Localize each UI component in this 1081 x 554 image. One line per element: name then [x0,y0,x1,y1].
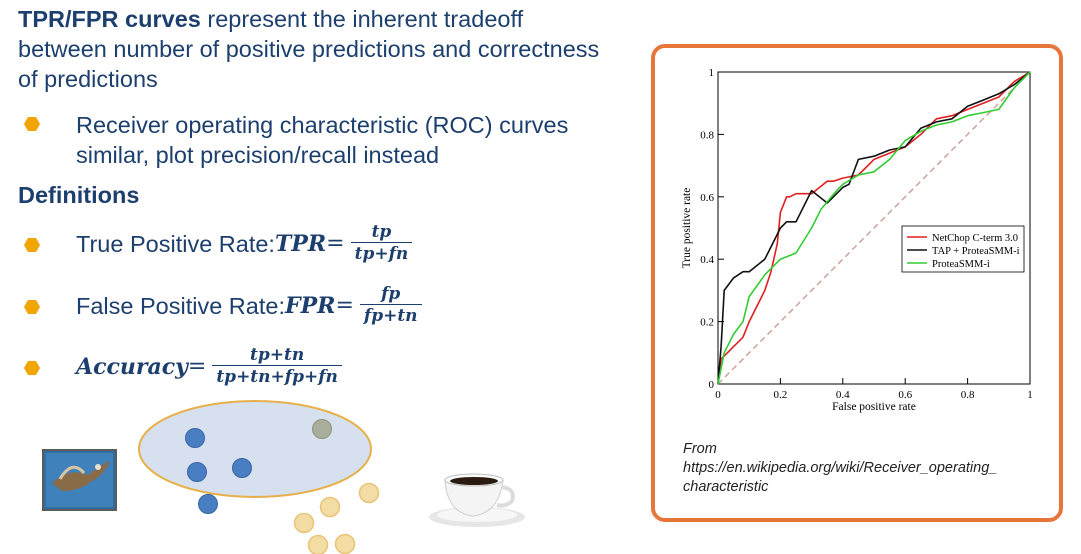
series-line-1 [717,71,1031,385]
y-tick-label: 0.8 [700,129,714,141]
prediction-illustration [42,400,525,554]
accuracy-symbol: Accuracy [76,353,188,380]
y-tick-label: 1 [709,67,715,79]
y-axis-label: True positive rate [681,188,693,269]
accuracy-equals: = [187,353,207,379]
accuracy-denominator: tp+tn+fp+fn [216,367,338,387]
y-tick-label: 0.2 [700,317,714,329]
x-tick-label: 0 [715,389,721,401]
y-tick-label: 0.6 [700,192,714,204]
series-line-2 [717,71,1031,385]
intro-rest: represent the inherent tradeoff between … [18,6,600,92]
fpr-numerator: fp [359,284,422,305]
bird-photo-icon [42,449,117,511]
fpr-equals: = [335,292,354,318]
true-positive-dots [185,428,252,514]
legend-box [901,225,1025,273]
fpr-fraction: fp fp+tn [359,284,422,327]
accuracy-fraction: tp+tn tp+tn+fp+fn [212,345,342,388]
fpr-denominator: fp+tn [363,306,418,326]
tpr-symbol: TPR [274,230,327,257]
x-axis-label: False positive rate [832,401,916,413]
bullet-roc-text: Receiver operating characteristic (ROC) … [76,112,569,168]
positive-predictions-ellipse [138,400,372,498]
caption-url: https://en.wikipedia.org/wiki/Receiver_o… [683,460,998,495]
caption-from: From [683,441,717,457]
plot-area [717,71,1031,385]
source-caption: From https://en.wikipedia.org/wiki/Recei… [683,440,1053,497]
tpr-denominator: tp+fn [354,244,409,264]
series-line-3 [717,71,1031,385]
legend-label-1: NetChop C-term 3.0 [932,233,1018,244]
tpr-numerator: tp [350,222,413,243]
tpr-definition: True Positive Rate: TPR = tp tp+fn [76,222,413,265]
bullet-hexagon-icon [24,117,40,131]
x-tick-label: 0.2 [774,389,788,401]
chart-frame [651,44,1063,522]
roc-chart: 0 0.2 0.4 0.6 0.8 1 0 0.2 0.4 0.6 0.8 1 False positi… [681,67,1033,413]
fpr-label: False Positive Rate: [76,292,285,319]
fpr-definition: False Positive Rate: FPR = fp fp+tn [76,284,422,327]
bullet-hexagon-icon [24,361,40,375]
x-tick-label: 0.4 [836,389,850,401]
intro-text: TPR/FPR curves represent the inherent tr… [18,4,618,94]
tpr-label: True Positive Rate: [76,230,275,257]
accuracy-definition: Accuracy = tp+tn tp+tn+fp+fn [76,345,342,388]
y-tick-label: 0 [709,379,715,391]
definitions-heading: Definitions [18,182,140,208]
tpr-equals: = [326,230,345,256]
legend-label-3: ProteaSMM-i [932,259,990,270]
bullet-hexagon-icon [24,238,40,252]
coffee-cup-icon [429,473,525,527]
x-tick-label: 1 [1027,389,1033,401]
y-tick-label: 0.4 [700,254,714,266]
fpr-symbol: FPR [284,292,336,319]
accuracy-numerator: tp+tn [212,345,342,366]
intro-bold: TPR/FPR curves [18,6,201,32]
x-tick-label: 0.6 [898,389,912,401]
x-tick-label: 0.8 [961,389,975,401]
negative-dots [293,482,380,554]
false-positive-dot [312,419,332,439]
random-diagonal-line [717,71,1031,385]
legend-label-2: TAP + ProteaSMM-i [932,246,1020,257]
bullet-hexagon-icon [24,300,40,314]
tpr-fraction: tp tp+fn [350,222,413,265]
